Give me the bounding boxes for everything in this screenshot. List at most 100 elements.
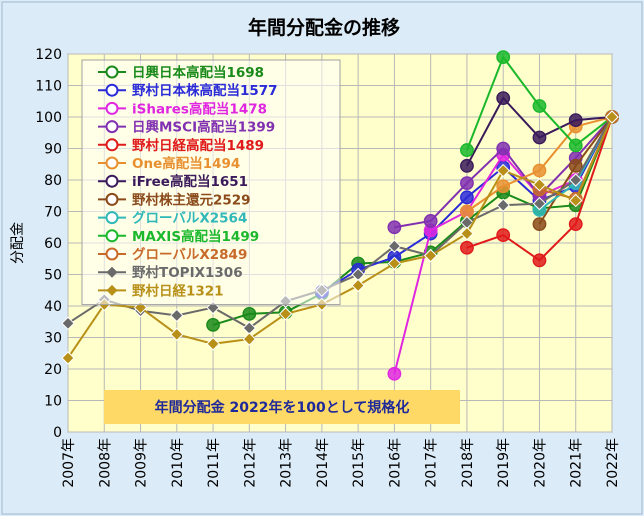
data-point (170, 327, 184, 342)
annotation: 年間分配金 2022年を100として規格化 (104, 390, 460, 424)
data-point (532, 130, 547, 145)
y-axis-ticks: 0 10 20 30 40 50 60 70 80 90 100 110 120 (35, 47, 62, 441)
data-point (278, 307, 293, 321)
x-tick-label: 2012年 (242, 438, 258, 488)
y-tick-label: 40 (44, 299, 62, 315)
y-tick-label: 60 (44, 236, 62, 252)
data-point (460, 158, 474, 173)
legend-marker (106, 266, 118, 278)
legend-label: 日興日本高配当1698 (132, 64, 264, 81)
data-point (460, 176, 474, 191)
legend-marker (105, 156, 119, 170)
y-tick-label: 20 (44, 362, 62, 378)
legend-marker (105, 83, 119, 97)
data-point (496, 50, 511, 65)
legend-item: 野村日本株高配当1577 (98, 82, 278, 99)
y-tick-label: 50 (44, 268, 62, 284)
x-tick-label: 2010年 (170, 438, 186, 488)
legend-label: iFree高配当1651 (132, 173, 248, 190)
data-point (532, 99, 547, 113)
data-point (61, 351, 75, 365)
x-tick-label: 2020年 (532, 438, 548, 488)
legend-marker (105, 211, 119, 225)
data-point (532, 253, 547, 268)
data-point (387, 366, 402, 381)
chart-title: 年間分配金の推移 (248, 16, 400, 39)
data-point (423, 214, 438, 228)
data-point (61, 316, 75, 331)
data-point (351, 278, 365, 293)
data-point (496, 179, 511, 194)
legend-item: 野村株主還元2529 (98, 191, 251, 208)
legend-label: グローバルX2564 (132, 210, 247, 227)
data-point (496, 141, 511, 156)
data-point (605, 110, 619, 124)
x-tick-label: 2021年 (569, 438, 585, 488)
x-tick-label: 2007年 (61, 438, 77, 488)
y-tick-label: 90 (44, 142, 62, 158)
y-tick-label: 0 (53, 425, 62, 441)
data-point (460, 143, 474, 157)
legend-label: 野村TOPIX1306 (132, 264, 243, 281)
y-tick-label: 80 (44, 173, 62, 189)
data-point (496, 228, 511, 243)
x-axis-ticks: 2007年 2008年 2009年 2010年 2011年 2012年 2013年 2014年… (61, 438, 621, 488)
data-point (170, 308, 184, 323)
data-point (532, 178, 547, 192)
data-point (242, 306, 257, 321)
legend-label: One高配当1494 (132, 155, 240, 172)
legend-item: iShares高配当1478 (98, 100, 267, 117)
legend-label: MAXIS高配当1499 (132, 228, 259, 245)
y-tick-label: 120 (35, 47, 62, 63)
y-tick-label: 110 (35, 79, 62, 95)
data-point (387, 220, 402, 235)
legend-label: iShares高配当1478 (132, 100, 267, 117)
data-point (460, 226, 474, 241)
x-tick-label: 2008年 (97, 438, 113, 488)
y-tick-label: 30 (44, 331, 62, 347)
legend-marker (105, 65, 119, 79)
legend-marker (106, 284, 118, 296)
data-point (532, 163, 547, 178)
annotation-background (104, 390, 460, 424)
data-point (496, 163, 510, 178)
data-point (496, 91, 511, 106)
x-tick-label: 2009年 (134, 438, 150, 488)
data-point (496, 198, 510, 212)
legend-label: 野村日本株高配当1577 (132, 82, 278, 99)
x-tick-label: 2017年 (424, 438, 440, 488)
legend-label: グローバルX2849 (132, 246, 247, 263)
data-point (568, 138, 583, 153)
x-tick-label: 2019年 (496, 438, 512, 488)
legend-item: 日興日本高配当1698 (98, 64, 264, 81)
legend-marker (105, 174, 119, 188)
legend-item: 野村日経高配当1489 (98, 137, 264, 154)
x-tick-label: 2022年 (605, 438, 621, 488)
legend-marker (105, 138, 119, 152)
data-point (568, 158, 583, 173)
legend-marker (105, 229, 119, 243)
data-point (387, 239, 402, 253)
legend-item: 日興MSCI高配当1399 (98, 119, 275, 136)
x-tick-label: 2014年 (315, 438, 331, 488)
data-point (568, 217, 583, 232)
legend-item: iFree高配当1651 (98, 173, 248, 190)
y-axis-label: 分配金 (10, 222, 26, 264)
legend-label: 野村日経高配当1489 (132, 137, 264, 154)
data-point (242, 332, 257, 346)
legend-marker (105, 247, 119, 261)
data-point (423, 248, 438, 263)
data-point (206, 317, 220, 332)
data-point (532, 196, 547, 211)
legend-label: 野村株主還元2529 (132, 191, 251, 208)
data-point (568, 113, 583, 128)
y-tick-label: 70 (44, 205, 62, 221)
y-tick-label: 10 (44, 394, 62, 410)
x-tick-label: 2016年 (387, 438, 403, 488)
data-point (569, 193, 583, 208)
legend-item: グローバルX2564 (98, 210, 247, 227)
x-tick-label: 2013年 (279, 438, 295, 488)
